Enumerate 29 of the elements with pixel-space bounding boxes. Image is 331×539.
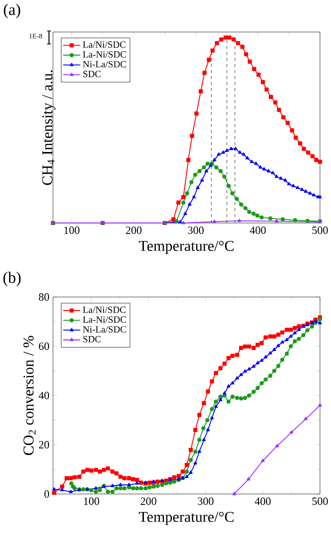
x-tick-label: 100 bbox=[64, 226, 80, 234]
y-tick-label: 20 bbox=[38, 441, 50, 448]
x-tick-label: 100 bbox=[84, 498, 100, 505]
legend-label: La-Ni/SDC bbox=[82, 316, 126, 323]
y-axis-title: CH$_{4}$ Intensity / a.u. bbox=[42, 70, 56, 185]
x-axis-title: Temperature/°C bbox=[138, 512, 234, 525]
y-axis-title: CO$_{2}$ conversion / % bbox=[23, 336, 36, 456]
x-tick-label: 200 bbox=[126, 226, 142, 234]
x-tick-label: 400 bbox=[254, 498, 271, 505]
legend-label: SDC bbox=[83, 70, 101, 78]
text: (a) bbox=[4, 4, 20, 18]
legend-label: La/Ni/SDC bbox=[82, 41, 126, 48]
x-tick-label: 500 bbox=[312, 498, 328, 505]
legend-label: SDC bbox=[83, 336, 101, 342]
text: (b) bbox=[3, 272, 21, 286]
x-tick-label: 500 bbox=[312, 226, 328, 234]
legend-label: La/Ni/SDC bbox=[82, 306, 126, 313]
x-tick-label: 400 bbox=[250, 226, 266, 234]
legend-label: Ni-La/SDC bbox=[82, 326, 126, 333]
x-tick-label: 300 bbox=[198, 498, 214, 505]
y-tick-label: 60 bbox=[38, 342, 50, 350]
x-tick-label: 300 bbox=[188, 226, 204, 234]
x-axis-title: Temperature/°C bbox=[138, 240, 234, 254]
y-tick-label: 40 bbox=[38, 392, 50, 400]
y-tick-label: 0 bbox=[44, 490, 50, 498]
x-tick-label: 200 bbox=[140, 498, 156, 505]
y-tick-label: 80 bbox=[38, 293, 50, 301]
legend-label: Ni-La/SDC bbox=[82, 61, 126, 68]
legend-label: La-Ni/SDC bbox=[82, 51, 126, 58]
